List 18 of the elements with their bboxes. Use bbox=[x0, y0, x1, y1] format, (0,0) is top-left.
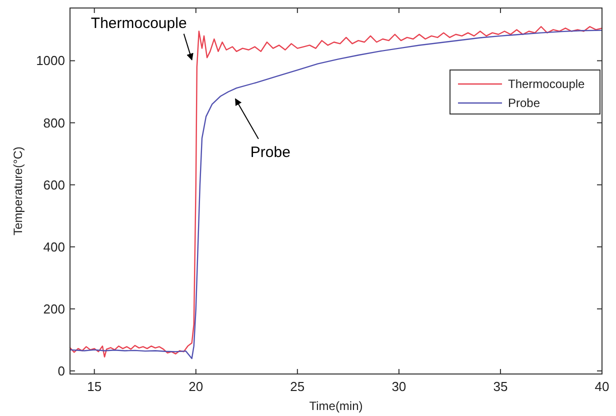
y-tick-label: 200 bbox=[43, 301, 65, 316]
annotation: Probe bbox=[250, 144, 290, 161]
x-tick-label: 15 bbox=[87, 379, 102, 394]
x-tick-label: 35 bbox=[493, 379, 508, 394]
annotation: Thermocouple bbox=[90, 14, 187, 32]
y-tick-label: 600 bbox=[43, 177, 65, 192]
x-tick-label: 20 bbox=[188, 379, 204, 394]
y-axis-title: Temperature(°C) bbox=[11, 146, 25, 236]
y-tick-label: 0 bbox=[58, 363, 65, 378]
y-tick-label: 1000 bbox=[36, 53, 65, 68]
legend-label: Thermocouple bbox=[508, 77, 586, 91]
x-axis-title: Time(min) bbox=[309, 399, 363, 413]
y-tick-label: 800 bbox=[43, 115, 65, 130]
x-tick-label: 25 bbox=[290, 379, 305, 394]
y-tick-label: 400 bbox=[43, 239, 65, 254]
x-tick-label: 30 bbox=[392, 379, 406, 394]
x-tick-label: 40 bbox=[594, 379, 610, 394]
legend-label: Probe bbox=[508, 96, 540, 110]
